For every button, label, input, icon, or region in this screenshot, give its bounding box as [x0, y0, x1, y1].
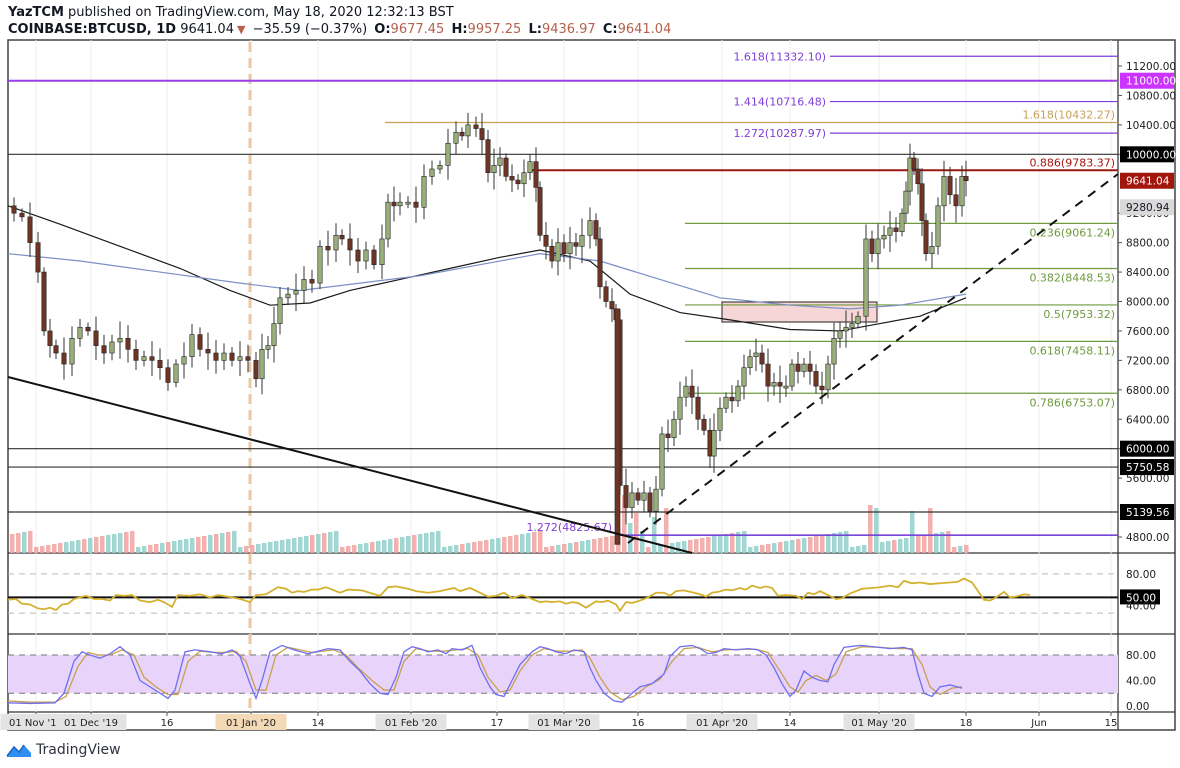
stoch-band: [8, 655, 1118, 694]
time-axis-tick: 01 Apr '20: [696, 718, 748, 729]
fib-level-label: 0.382(8448.53): [1029, 271, 1115, 284]
time-axis-tick: 01 May '20: [851, 718, 906, 729]
time-axis-tick: 16: [161, 718, 174, 729]
price-label-badge: [1120, 146, 1174, 163]
fib-level-label: 0.236(9061.24): [1029, 226, 1115, 239]
rsi-line: [7, 577, 1031, 613]
price-axis-tick: 10400.00: [1126, 120, 1176, 132]
stoch-axis-tick: 0.00: [1126, 701, 1149, 713]
volume-histogram: [10, 495, 969, 553]
price-label-badge: [1120, 199, 1174, 216]
published-text: published on TradingView.com, May 18, 20…: [68, 5, 454, 20]
price-label-text: 5139.56: [1126, 507, 1170, 519]
time-axis-tick: 01 Jan '20: [226, 718, 276, 729]
time-axis-tick: 01 Mar '20: [537, 718, 590, 729]
ohlc-line: COINBASE:BTCUSD, 1D 9641.04 ▼ −35.59 (−0.…: [8, 21, 674, 38]
fib-level-label: 0.786(6753.07): [1029, 396, 1115, 409]
rsi-axis-tick: 40.00: [1126, 600, 1156, 612]
price-label-text: 9641.04: [1126, 176, 1170, 188]
open-label: O:: [374, 22, 391, 37]
price-label-text: 9280.94: [1126, 202, 1170, 214]
time-axis-tick: 18: [960, 718, 973, 729]
candlesticks: [11, 112, 969, 545]
price-axis-tick: 6400.00: [1126, 414, 1169, 426]
price-label-text: 11000.00: [1126, 76, 1176, 88]
price-label-text: 10000.00: [1126, 149, 1176, 161]
moving-average-line: [7, 253, 967, 310]
stoch-axis-tick: 80.00: [1126, 650, 1156, 662]
triangle-down-icon: ▼: [236, 23, 246, 36]
price-label-text: 6000.00: [1126, 444, 1169, 456]
low-label: L:: [528, 22, 542, 37]
price-axis-tick: 7200.00: [1126, 355, 1169, 367]
tradingview-logo-icon: [6, 744, 31, 757]
brand-name[interactable]: TradingView: [36, 742, 121, 758]
time-axis-badge: [686, 714, 758, 730]
fib-level-label: 1.414(10716.48): [733, 96, 826, 109]
fib-level-label: 0.886(9783.37): [1029, 156, 1115, 169]
high-value: 9957.25: [467, 22, 522, 37]
price-label-badge: [1120, 72, 1174, 89]
time-axis-tick: 17: [491, 718, 504, 729]
price-label-badge: [1120, 459, 1174, 476]
fib-level-label: 0.618(7458.11): [1029, 344, 1115, 357]
close-label: C:: [602, 22, 618, 37]
price-label-text: 5750.58: [1126, 462, 1169, 474]
time-axis-tick: Jun: [1030, 718, 1047, 729]
rsi-axis-tick: 50.00: [1126, 592, 1156, 604]
rsi-axis-tick: 80.00: [1126, 569, 1156, 581]
time-axis-tick: 01 Feb '20: [385, 718, 437, 729]
time-axis-tick: 15: [1105, 718, 1118, 729]
time-axis-tick: 01 Nov '19: [9, 718, 63, 729]
price-label-badge: [1120, 504, 1174, 521]
author-name[interactable]: YazTCM: [8, 5, 64, 20]
chart-frame: [7, 39, 1176, 731]
price-axis-tick: 5600.00: [1126, 473, 1169, 485]
price-axis-tick: 10800.00: [1126, 90, 1176, 102]
publish-line: YazTCM published on TradingView.com, May…: [8, 4, 674, 21]
price-change: −35.59 (−0.37%): [252, 22, 368, 37]
ascending-trendline[interactable]: [627, 173, 1119, 544]
fib-level-label: 1.618(11332.10): [733, 50, 826, 63]
open-value: 9677.45: [390, 22, 445, 37]
time-axis-badge: [375, 714, 447, 730]
time-axis-tick: 01 Dec '19: [64, 718, 118, 729]
time-axis-badge: [843, 714, 915, 730]
price-axis-tick: 8000.00: [1126, 297, 1169, 309]
time-axis-badge: [55, 714, 127, 730]
stoch-d-line: [7, 646, 963, 703]
footer: TradingView: [6, 742, 121, 758]
time-axis-tick: 14: [312, 718, 325, 729]
price-axis-tick: 8800.00: [1126, 238, 1169, 250]
price-axis-tick: 11200.00: [1126, 61, 1176, 73]
time-axis-tick: 16: [632, 718, 645, 729]
stoch-k-line: [7, 644, 963, 705]
price-label-badge: [1120, 172, 1174, 189]
resistance-zone[interactable]: [721, 301, 878, 323]
price-label-badge: [1120, 440, 1174, 457]
fib-level-label: 1.272(10287.97): [733, 127, 826, 140]
last-price: 9641.04: [180, 22, 234, 37]
fib-level-label: 1.272(4825.67): [526, 521, 612, 534]
price-axis-tick: 4800.00: [1126, 532, 1169, 544]
time-axis-badge: [528, 714, 600, 730]
price-axis-tick: 6800.00: [1126, 385, 1169, 397]
time-axis-tick: 14: [784, 718, 797, 729]
stoch-axis-tick: 40.00: [1126, 676, 1156, 688]
fib-level-label: 0.5(7953.32): [1043, 308, 1115, 321]
time-axis-badge: [0, 714, 72, 730]
symbol-label: COINBASE:BTCUSD, 1D: [8, 22, 177, 37]
low-value: 9436.97: [541, 22, 596, 37]
high-label: H:: [451, 22, 468, 37]
moving-average-line: [7, 205, 967, 332]
price-axis-tick: 7600.00: [1126, 326, 1169, 338]
time-axis-badge: [215, 714, 287, 730]
price-axis-tick: 8400.00: [1126, 267, 1169, 279]
chart-header: YazTCM published on TradingView.com, May…: [8, 4, 674, 38]
descending-trendline[interactable]: [7, 376, 693, 554]
fib-level-label: 1.618(10432.27): [1022, 109, 1115, 122]
close-value: 9641.04: [617, 22, 672, 37]
